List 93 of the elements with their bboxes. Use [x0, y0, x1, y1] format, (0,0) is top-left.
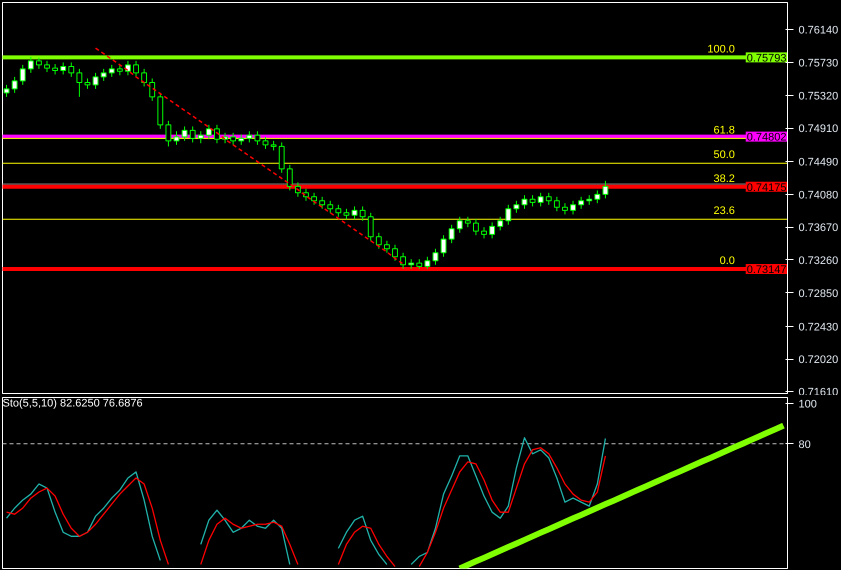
candlestick — [408, 258, 414, 270]
candlestick — [198, 130, 204, 144]
candlestick — [448, 224, 455, 244]
candlestick — [570, 200, 576, 215]
candlestick — [384, 240, 390, 254]
candlestick — [238, 134, 244, 146]
candlestick — [190, 126, 196, 143]
candlestick — [497, 216, 504, 231]
candlestick — [554, 196, 560, 212]
candlestick — [586, 194, 592, 206]
candlestick — [400, 252, 406, 270]
annotation: 100.0 — [707, 43, 735, 56]
ref-line-label: 0.73147 — [746, 264, 787, 276]
candlestick — [440, 234, 446, 258]
candlestick — [165, 120, 172, 147]
y-tick-label: 0.73670 — [798, 222, 838, 234]
candlestick — [214, 124, 220, 144]
candlestick — [286, 164, 293, 191]
ref-line-label: 0.74802 — [746, 132, 787, 144]
y-tick-label: 0.72430 — [798, 321, 838, 334]
candlestick — [602, 180, 608, 199]
candlestick — [327, 200, 334, 214]
candlestick — [360, 206, 366, 222]
y-tick-label: 80 — [798, 438, 811, 451]
candlestick — [206, 124, 212, 140]
y-tick-label: 0.75320 — [798, 90, 838, 102]
candlestick — [522, 194, 528, 210]
ref-line-label: 0.75793 — [746, 52, 787, 64]
candlestick — [60, 62, 66, 75]
candlestick — [116, 64, 123, 76]
candlestick — [125, 60, 131, 76]
candlestick — [262, 136, 268, 150]
candlestick — [432, 248, 438, 266]
candlestick — [246, 130, 252, 143]
candlestick — [319, 196, 326, 210]
candlestick — [12, 76, 18, 94]
candlestick — [84, 78, 90, 90]
ref-line-label: 0.74175 — [746, 182, 787, 194]
y-tick-label: 0.72850 — [798, 288, 838, 300]
candlestick — [278, 142, 285, 174]
candlestick — [530, 194, 536, 207]
candlestick — [270, 140, 277, 151]
candlestick — [513, 200, 520, 214]
candlestick — [68, 62, 74, 78]
candlestick — [100, 68, 107, 82]
y-tick-label: 0.73260 — [798, 254, 838, 267]
annotation: 0.0 — [720, 255, 735, 268]
y-tick-label: 0.74080 — [798, 189, 838, 202]
y-tick-label: 0.74910 — [798, 123, 838, 136]
candlestick — [594, 190, 600, 204]
candlestick — [424, 256, 430, 270]
candlestick — [174, 130, 180, 146]
y-tick-label: 0.72020 — [798, 354, 838, 366]
candlestick — [538, 192, 544, 207]
candlestick — [416, 258, 422, 270]
candlestick — [489, 222, 496, 239]
candlestick — [456, 216, 463, 234]
candlestick — [141, 68, 148, 87]
candlestick — [473, 218, 479, 236]
candlestick — [376, 232, 382, 250]
y-tick-label: 100 — [798, 398, 817, 411]
annotation: 50.0 — [713, 149, 735, 162]
candlestick — [481, 226, 487, 239]
candlestick — [562, 202, 568, 215]
candlestick — [36, 57, 42, 70]
candlestick — [311, 192, 317, 206]
candlestick — [546, 192, 552, 206]
candlestick — [335, 204, 342, 218]
candlestick — [108, 64, 115, 78]
y-tick-label: 0.75730 — [798, 57, 838, 70]
candlestick — [464, 216, 471, 228]
candlestick — [230, 132, 236, 146]
chart-title: Sto(5,5,10) 82.6250 76.6876 — [2, 398, 143, 410]
candlestick — [505, 204, 512, 226]
candlestick — [76, 68, 82, 98]
candlestick — [578, 196, 584, 210]
candlestick — [392, 244, 398, 262]
candlestick — [20, 64, 26, 86]
y-tick-label: 0.76140 — [798, 24, 838, 37]
candlestick — [28, 56, 34, 74]
candlestick — [344, 208, 350, 220]
candlestick — [254, 130, 260, 146]
candlestick — [44, 60, 50, 73]
candlestick — [352, 206, 358, 220]
candlestick — [92, 72, 98, 90]
candlestick — [133, 60, 139, 78]
annotation: 38.2 — [713, 172, 735, 185]
candlestick — [52, 64, 58, 75]
y-tick-label: 0.74490 — [798, 156, 838, 169]
candlestick — [368, 212, 374, 242]
annotation: 23.6 — [713, 205, 735, 218]
annotation: 61.8 — [713, 124, 735, 136]
candlestick — [182, 126, 188, 142]
